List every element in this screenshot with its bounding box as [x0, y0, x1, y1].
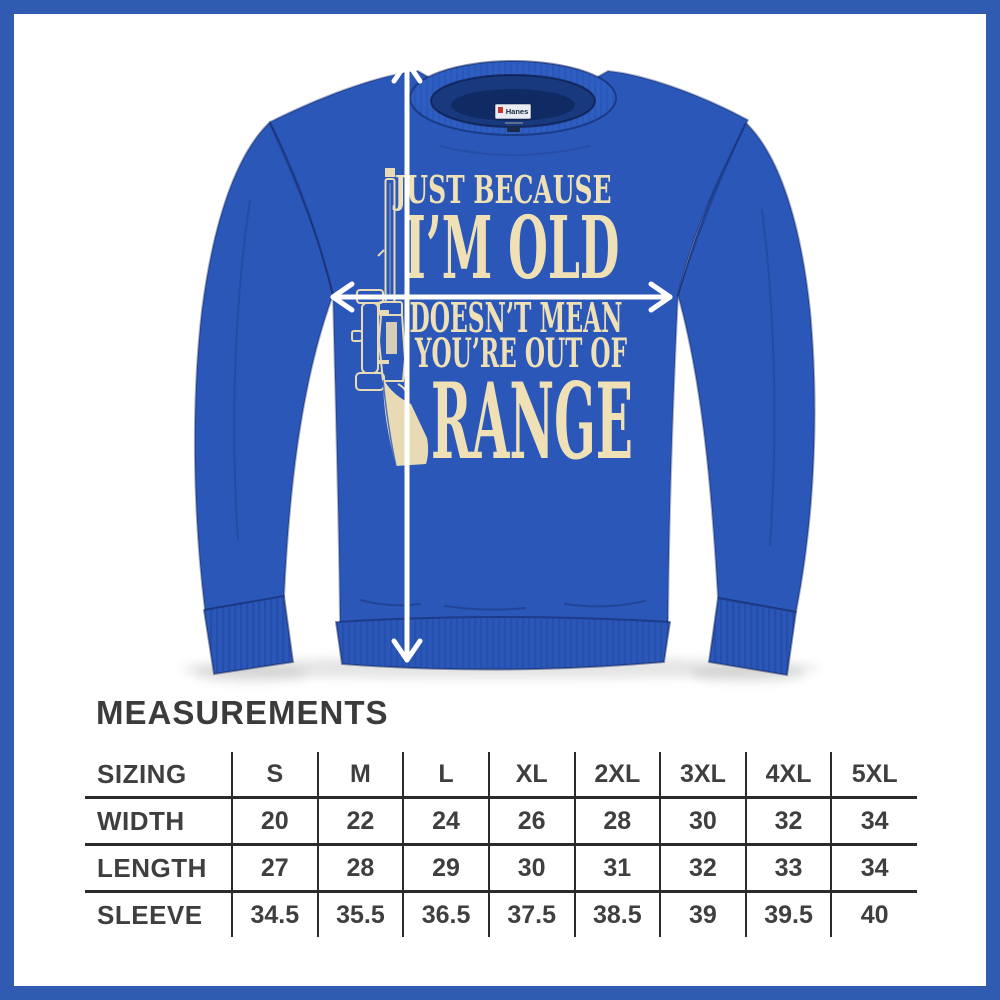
length-arrow	[391, 59, 423, 663]
table-cell: 32	[660, 844, 747, 893]
print-line-doesnt-mean: DOESN’T MEAN	[410, 294, 623, 342]
table-cell: 31	[574, 844, 662, 893]
print-line-range: RANGE	[431, 359, 633, 483]
table-row-width: WIDTH 20 22 24 26 28 30 32 34	[85, 797, 917, 846]
header-size-l: L	[403, 752, 490, 799]
table-cell: 34.5	[232, 891, 319, 937]
header-size-xl: XL	[488, 752, 576, 799]
sizing-table: SIZING S M L XL 2XL 3XL 4XL 5XL WIDTH 20…	[85, 752, 917, 937]
table-cell: 35.5	[317, 891, 405, 937]
table-cell: 29	[403, 844, 490, 893]
table-cell: 30	[488, 844, 576, 893]
table-cell: 27	[232, 844, 319, 893]
table-row-sleeve: SLEEVE 34.5 35.5 36.5 37.5 38.5 39 39.5 …	[85, 891, 917, 937]
table-cell: 28	[574, 797, 662, 846]
print-line-youre-out-of: YOU’RE OUT OF	[414, 330, 627, 377]
table-cell: 38.5	[574, 891, 662, 937]
header-size-s: S	[232, 752, 319, 799]
header-size-m: M	[317, 752, 405, 799]
header-sizing: SIZING	[85, 752, 233, 799]
table-cell: 24	[403, 797, 490, 846]
right-cuff	[707, 596, 798, 677]
brand-tag-label: Hanes	[506, 107, 529, 116]
table-cell: 26	[488, 797, 576, 846]
table-cell: 39	[660, 891, 747, 937]
header-size-2xl: 2XL	[574, 752, 662, 799]
table-cell: 30	[660, 797, 747, 846]
table-cell: 20	[232, 797, 319, 846]
table-cell: 33	[745, 844, 833, 893]
row-label-length: LENGTH	[85, 844, 233, 893]
fabric-shading	[233, 123, 776, 611]
table-cell: 39.5	[745, 891, 833, 937]
table-cell: 22	[317, 797, 405, 846]
table-cell: 28	[317, 844, 405, 893]
brand-tag: Hanes	[494, 103, 532, 132]
collar: Hanes	[409, 60, 617, 136]
chest-print: JUST BECAUSE I’M OLD DOESN’T MEAN YOU’RE…	[351, 167, 633, 483]
print-line-just-because: JUST BECAUSE	[393, 167, 612, 212]
table-cell: 34	[831, 797, 917, 846]
table-cell: 40	[860, 900, 889, 929]
table-cell: 36.5	[403, 891, 490, 937]
header-size-3xl: 3XL	[660, 752, 747, 799]
row-label-width: WIDTH	[85, 797, 233, 846]
width-arrow	[330, 281, 673, 313]
measurements-title: MEASUREMENTS	[96, 694, 389, 731]
left-cuff	[202, 594, 295, 676]
header-size-5xl: 5XL	[831, 752, 917, 799]
table-cell: 32	[745, 797, 833, 846]
print-line-im-old: I’M OLD	[405, 198, 620, 299]
table-cell: 34	[831, 844, 917, 893]
waistband	[334, 616, 672, 671]
table-cell: 37.5	[488, 891, 576, 937]
sweatshirt-mockup: Hanes	[180, 59, 820, 682]
header-size-4xl: 4XL	[745, 752, 833, 799]
table-row-length: LENGTH 27 28 29 30 31 32 33 34	[85, 844, 917, 893]
brand-logo-icon	[498, 107, 503, 113]
row-label-sleeve: SLEEVE	[85, 891, 233, 937]
table-header-row: SIZING S M L XL 2XL 3XL 4XL 5XL	[85, 752, 917, 799]
